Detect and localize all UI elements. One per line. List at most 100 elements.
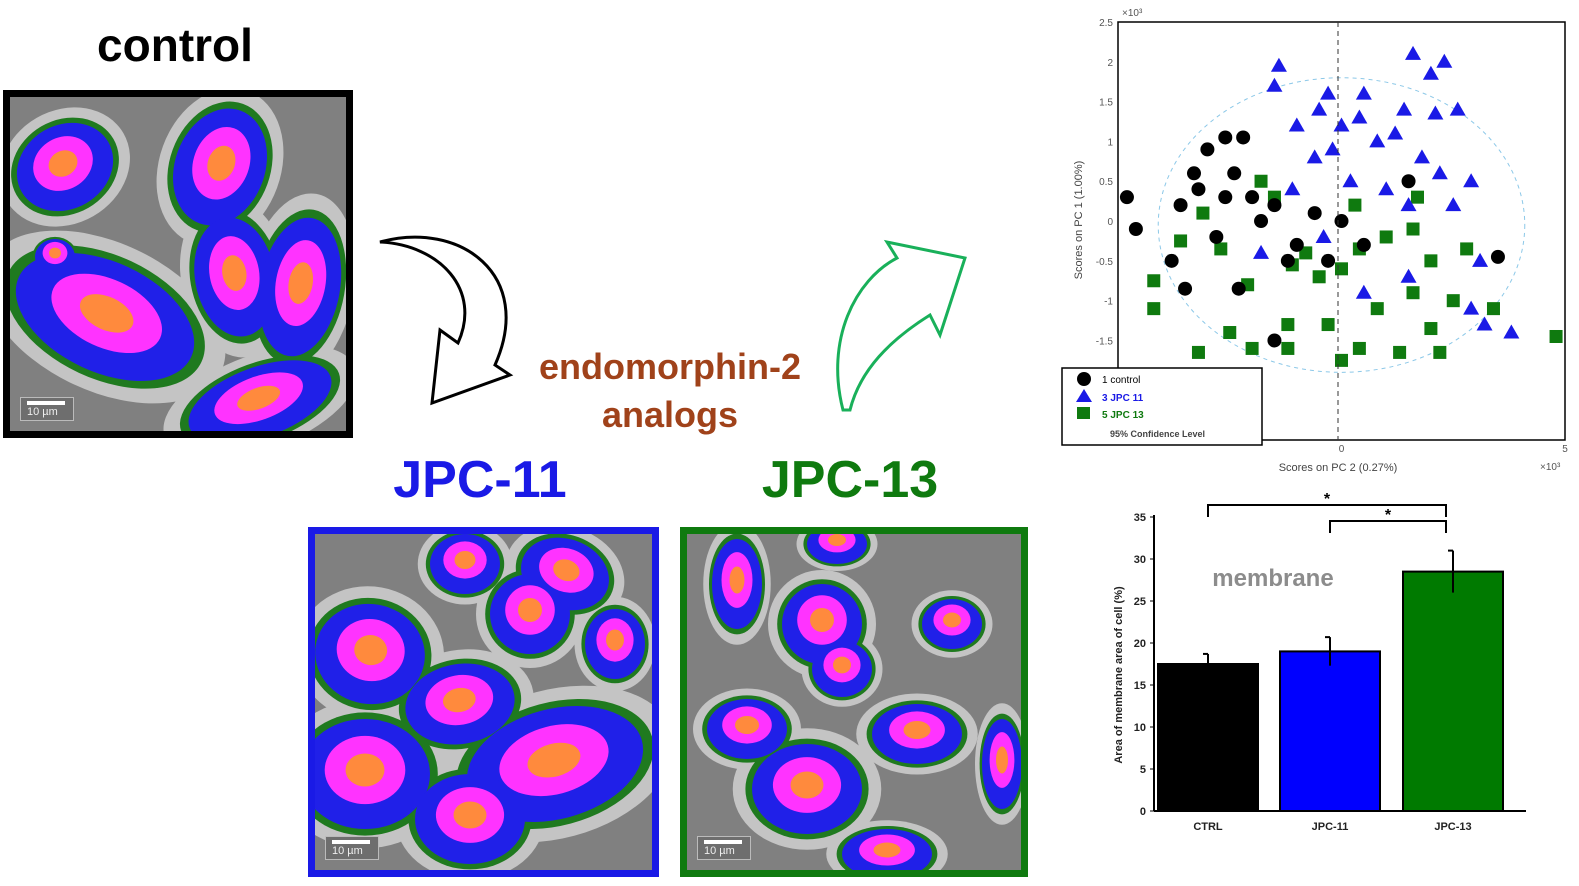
significance-star: * — [1324, 491, 1331, 508]
point-control — [1245, 190, 1260, 205]
point-control — [1267, 333, 1282, 348]
cell-region — [207, 145, 236, 181]
point-jpc13 — [1370, 302, 1384, 316]
point-jpc11 — [1431, 165, 1448, 180]
point-jpc13 — [1486, 302, 1500, 316]
point-jpc11 — [1387, 125, 1404, 140]
point-jpc11 — [1405, 45, 1422, 60]
point-control — [1490, 249, 1505, 264]
point-jpc13 — [1446, 294, 1460, 308]
point-jpc11 — [1427, 105, 1444, 120]
bar-jpc-13 — [1402, 570, 1504, 812]
y-tick-label: 35 — [1134, 512, 1146, 524]
point-control — [1227, 166, 1242, 181]
y-tick-label: 1.5 — [1099, 98, 1113, 109]
y-tick-label: 0 — [1107, 217, 1113, 228]
cell-region — [790, 771, 824, 799]
point-control — [1128, 222, 1143, 237]
point-jpc13 — [1393, 345, 1407, 359]
point-jpc13 — [1254, 174, 1268, 188]
legend-marker-square — [1077, 407, 1090, 419]
jpc13-micrograph: 10 µm — [680, 527, 1028, 877]
point-jpc13 — [1312, 270, 1326, 284]
cell-region — [810, 608, 834, 632]
curved-arrow-down-icon — [379, 235, 514, 406]
point-jpc11 — [1253, 244, 1270, 259]
y-tick-label: 0 — [1140, 806, 1146, 818]
scale-bar: 10 µm — [20, 397, 74, 421]
x-tick-label: CTRL — [1193, 821, 1223, 833]
y-axis-label: Scores on PC 1 (1.00%) — [1073, 161, 1085, 280]
significance-bracket — [1207, 504, 1447, 517]
point-jpc11 — [1422, 65, 1439, 80]
cell-region — [453, 801, 487, 829]
point-jpc11 — [1463, 173, 1480, 188]
point-jpc13 — [1196, 206, 1210, 220]
point-jpc13 — [1191, 345, 1205, 359]
point-jpc11 — [1449, 101, 1466, 116]
point-jpc11 — [1324, 141, 1341, 156]
cell-region — [237, 385, 281, 411]
point-jpc11 — [1333, 117, 1350, 132]
point-jpc11 — [1369, 133, 1386, 148]
control-title: control — [97, 19, 253, 71]
cell-region — [996, 746, 1008, 774]
cell-region — [518, 598, 542, 622]
y-tick-label: 5 — [1140, 764, 1146, 776]
cell-region — [729, 566, 745, 594]
cell-region — [833, 656, 851, 674]
y-tick-label: 2 — [1107, 58, 1113, 69]
point-jpc13 — [1424, 254, 1438, 268]
point-jpc13 — [1406, 286, 1420, 300]
scale-bar: 10 µm — [325, 836, 379, 860]
point-jpc11 — [1472, 252, 1489, 267]
jpc13-title: JPC-13 — [761, 451, 939, 509]
cell-region — [873, 842, 901, 858]
cell-region — [903, 721, 931, 739]
point-jpc11 — [1284, 181, 1301, 196]
y-axis-label: Area of membrane area of cell (%) — [1113, 586, 1125, 764]
legend-item-confidence: 95% Confidence Level — [1110, 429, 1205, 439]
point-control — [1191, 182, 1206, 197]
point-jpc11 — [1400, 268, 1417, 283]
cell-region — [222, 255, 247, 291]
point-control — [1209, 229, 1224, 244]
scale-bar: 10 µm — [697, 836, 751, 860]
point-jpc11 — [1476, 316, 1493, 331]
point-jpc13 — [1433, 345, 1447, 359]
point-jpc11 — [1342, 173, 1359, 188]
cell-region — [527, 742, 581, 778]
point-jpc11 — [1503, 324, 1520, 339]
x-tick-label: JPC-13 — [1434, 821, 1471, 833]
significance-star: * — [1385, 507, 1392, 524]
y-tick-label: 0.5 — [1099, 177, 1113, 188]
point-jpc13 — [1299, 246, 1313, 260]
point-jpc13 — [1410, 190, 1424, 204]
point-control — [1280, 253, 1295, 268]
x-multiplier: ×10³ — [1540, 462, 1561, 473]
cell-image — [10, 97, 346, 431]
point-control — [1236, 130, 1251, 145]
y-tick-label: -1.5 — [1096, 336, 1114, 347]
point-jpc13 — [1245, 341, 1259, 355]
point-jpc11 — [1288, 117, 1305, 132]
membrane-bar-chart: 0 5 10 15 20 25 30 35 CTRL JPC-11 JPC-13 * * membran… — [1113, 491, 1526, 833]
point-jpc13 — [1281, 341, 1295, 355]
point-jpc11 — [1445, 197, 1462, 212]
point-control — [1173, 198, 1188, 213]
cell-region — [735, 716, 759, 734]
point-jpc13 — [1214, 242, 1228, 256]
point-jpc11 — [1463, 300, 1480, 315]
jpc11-micrograph: 10 µm — [308, 527, 659, 877]
point-jpc13 — [1223, 326, 1237, 340]
point-jpc11 — [1315, 228, 1332, 243]
point-control — [1267, 198, 1282, 213]
point-control — [1231, 281, 1246, 296]
cell-region — [606, 629, 624, 651]
point-jpc13 — [1147, 274, 1161, 288]
point-jpc11 — [1396, 101, 1413, 116]
point-jpc11 — [1270, 57, 1287, 72]
jpc11-title: JPC-11 — [393, 451, 567, 509]
pca-scores-plot: 2.5 2 1.5 1 0.5 0 -0.5 -1 -1.5 0 5 ×10³ ×10³ Score… — [1061, 8, 1568, 474]
point-jpc13 — [1406, 222, 1420, 236]
